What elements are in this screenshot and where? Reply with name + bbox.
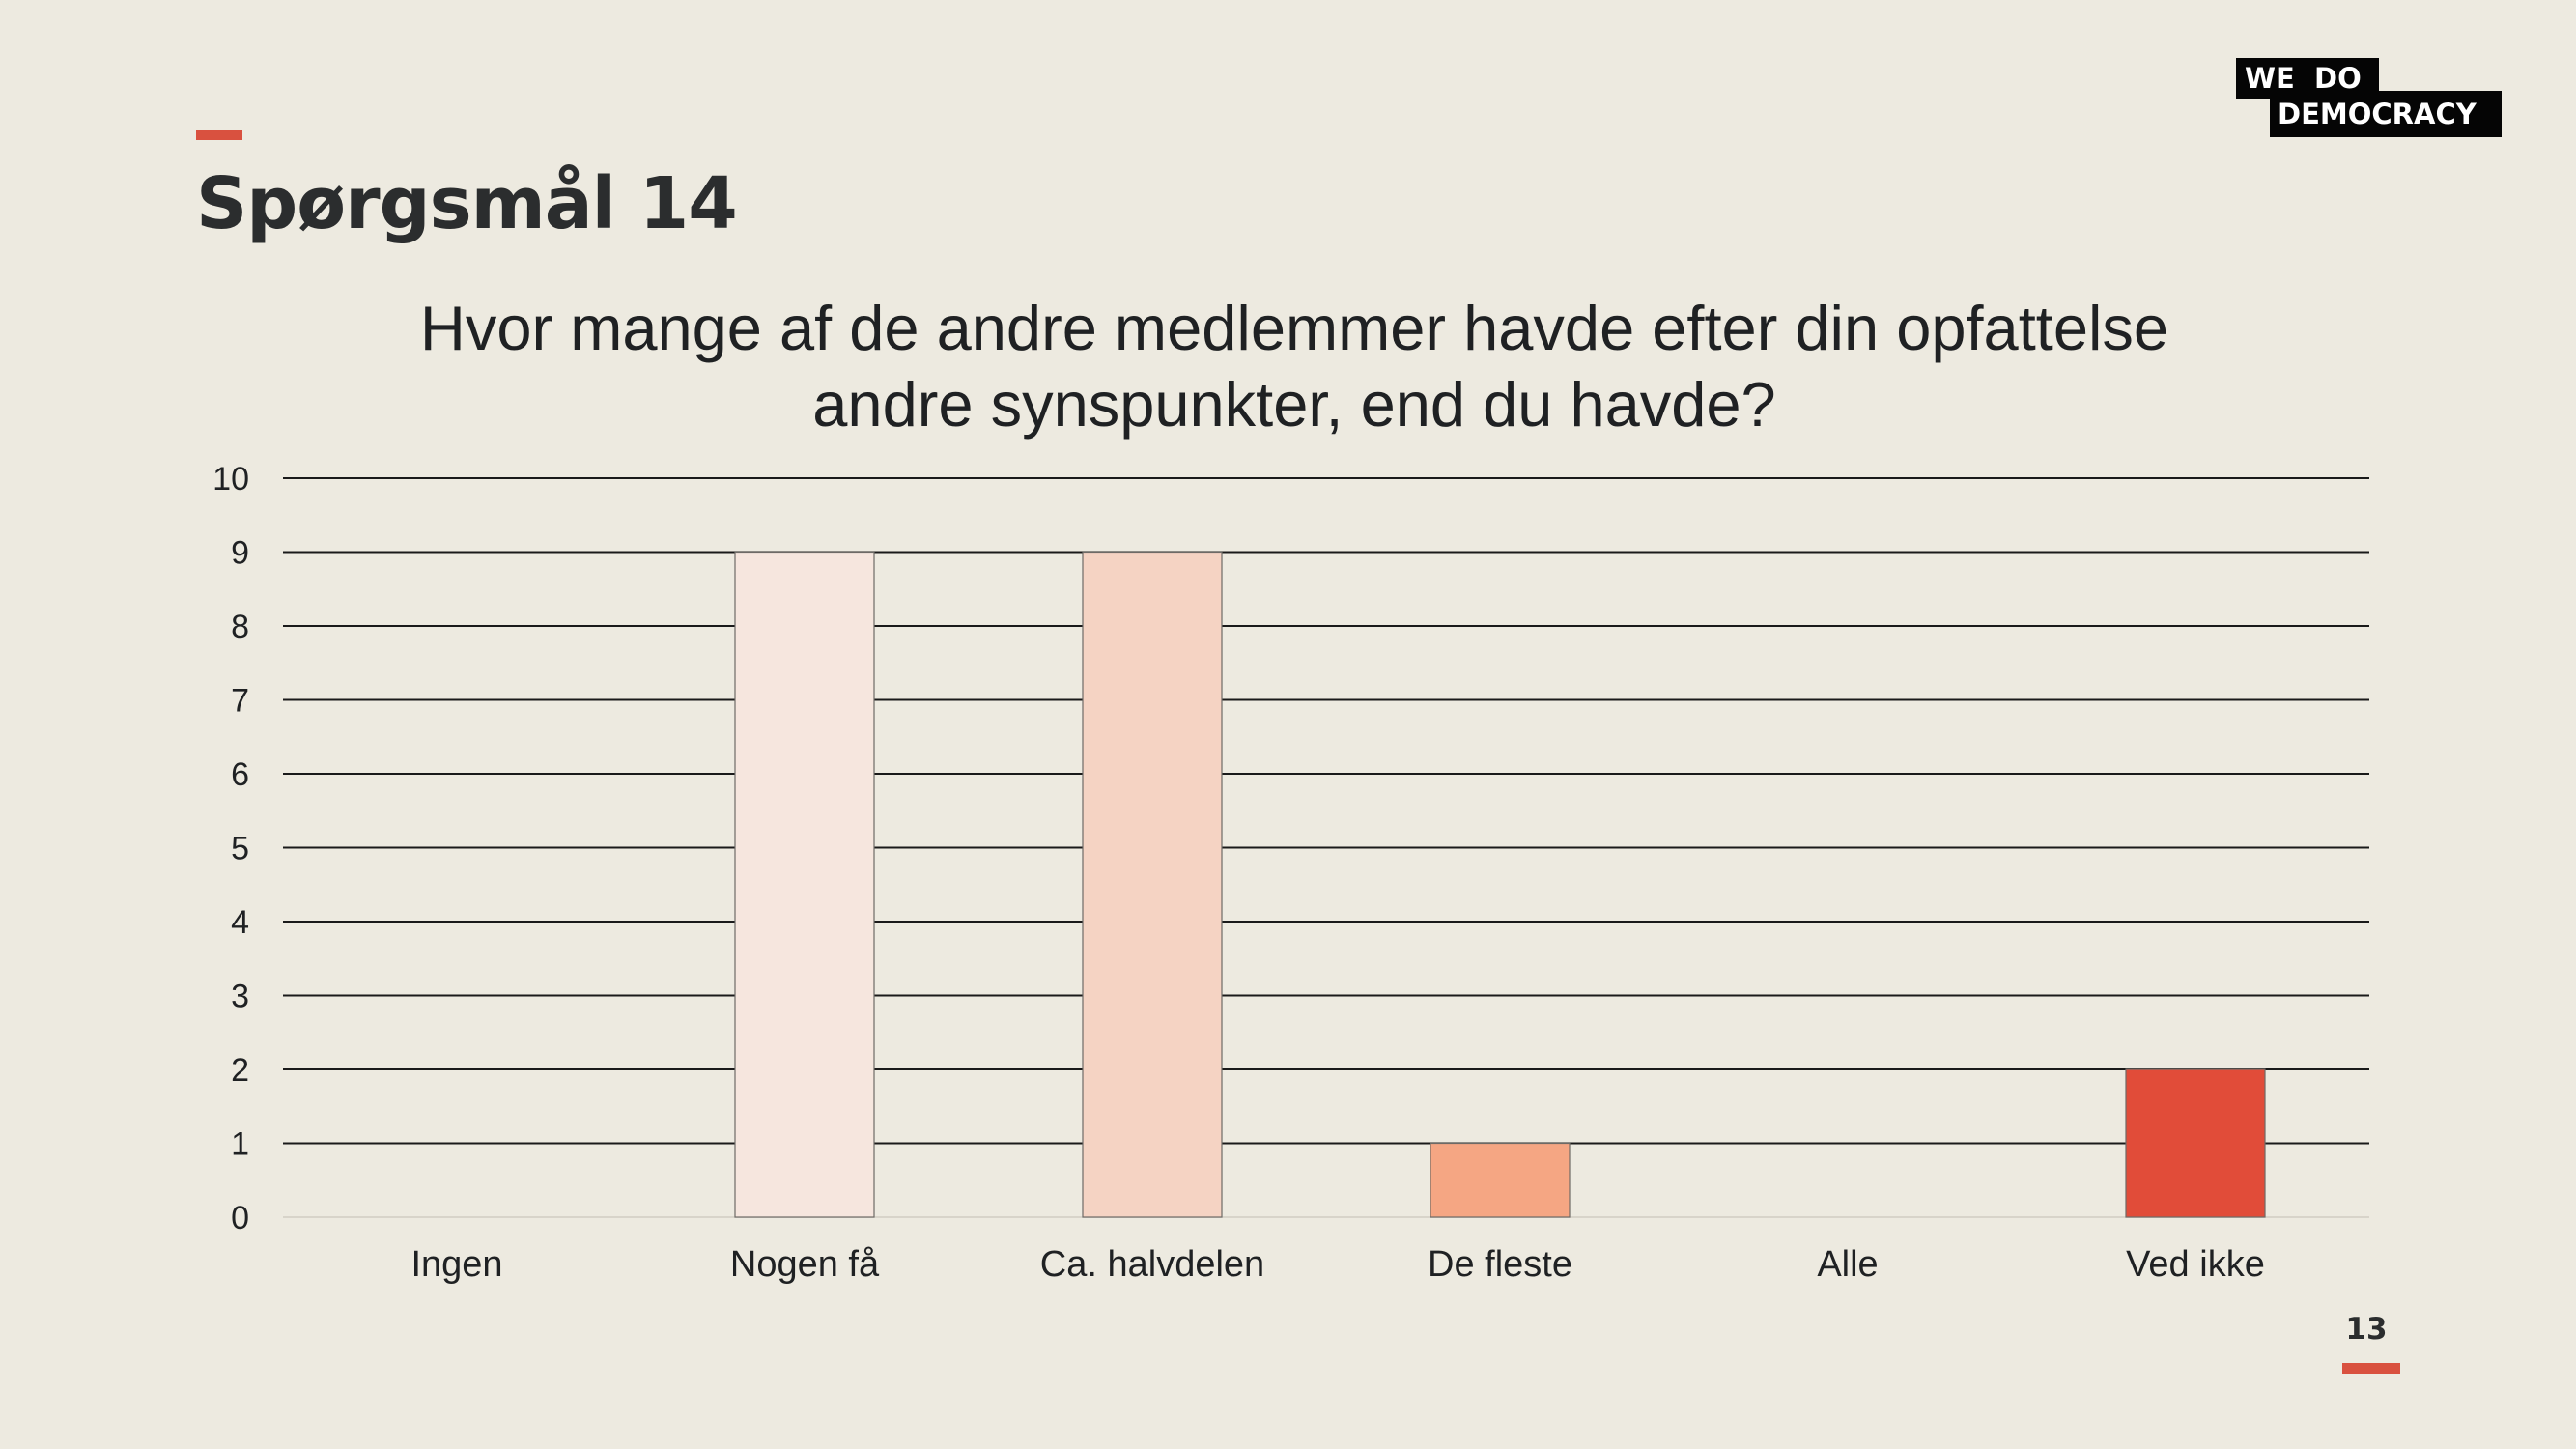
y-tick-label: 9 (231, 535, 249, 572)
x-category-label: Nogen få (730, 1244, 880, 1285)
x-category-label: Ca. halvdelen (1040, 1244, 1264, 1285)
title-accent-bar (196, 130, 242, 140)
bar-de-fleste (1430, 1142, 1571, 1218)
y-tick-label: 5 (231, 831, 249, 867)
chart-title: Hvor mange af de andre medlemmer havde e… (419, 293, 2169, 440)
slide-title: Spørgsmål 14 (196, 162, 738, 245)
y-tick-label: 8 (231, 609, 249, 645)
page-number: 13 (2345, 1312, 2388, 1347)
y-tick-label: 2 (231, 1052, 249, 1089)
logo-line-2: DEMOCRACY (2270, 91, 2502, 137)
x-category-label: De fleste (1428, 1244, 1572, 1285)
y-tick-label: 6 (231, 756, 249, 793)
y-tick-label: 1 (231, 1126, 249, 1163)
page-accent-bar (2342, 1363, 2400, 1374)
y-tick-label: 10 (212, 461, 249, 497)
x-category-label: Alle (1817, 1244, 1878, 1285)
x-category-label: Ved ikke (2126, 1244, 2265, 1285)
y-tick-label: 4 (231, 904, 249, 941)
bar-ca-halvdelen (1082, 551, 1223, 1218)
bar-nogen-f- (734, 551, 875, 1218)
we-do-democracy-logo: WE DO DEMOCRACY (2236, 58, 2502, 137)
bar-ved-ikke (2125, 1068, 2266, 1218)
y-tick-label: 3 (231, 979, 249, 1015)
x-category-label: Ingen (410, 1244, 502, 1285)
y-tick-label: 7 (231, 683, 249, 720)
y-tick-label: 0 (231, 1200, 249, 1236)
